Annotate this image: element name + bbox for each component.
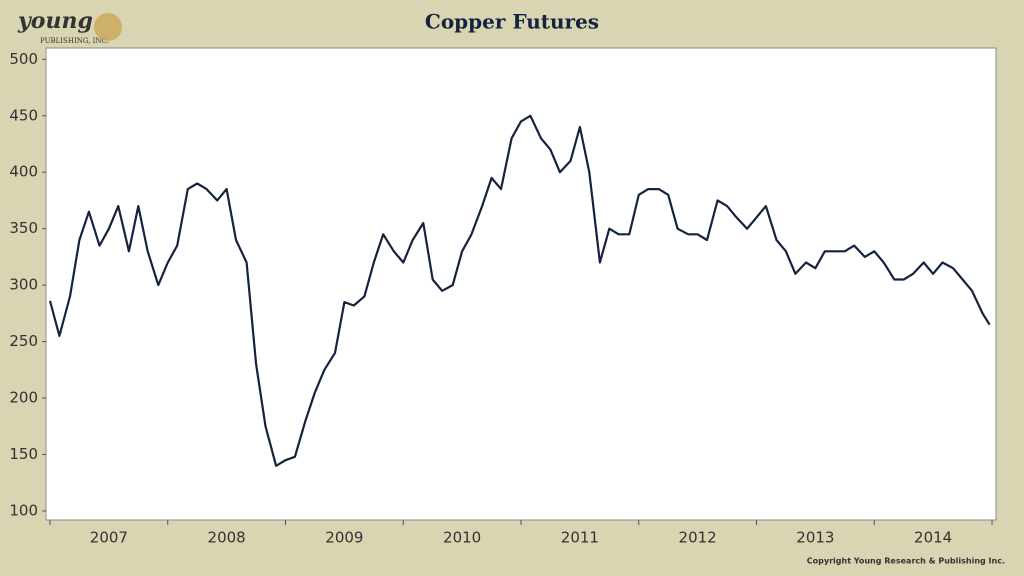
x-tick-label: 2007 [90,529,128,547]
logo-globe [94,13,122,41]
x-tick-label: 2010 [443,529,481,547]
copyright: Copyright Young Research & Publishing In… [807,557,1005,566]
x-tick-label: 2008 [208,529,246,547]
logo-sub: PUBLISHING, INC. [40,37,109,45]
x-tick-label: 2012 [679,529,717,547]
y-tick-label: 350 [9,219,38,237]
x-tick-label: 2013 [796,529,834,547]
chart-title: Copper Futures [425,10,599,34]
y-tick-label: 500 [9,50,38,68]
x-tick-label: 2014 [914,529,952,547]
x-tick-label: 2011 [561,529,599,547]
y-tick-label: 150 [9,445,38,463]
plot-area [45,47,997,521]
y-tick-label: 200 [9,389,38,407]
y-tick-label: 100 [9,501,38,519]
x-tick-label: 2009 [325,529,363,547]
y-tick-label: 450 [9,106,38,124]
logo: young [17,8,93,34]
y-tick-label: 300 [9,276,38,294]
y-tick-label: 250 [9,332,38,350]
line [48,114,991,467]
y-tick-label: 400 [9,163,38,181]
